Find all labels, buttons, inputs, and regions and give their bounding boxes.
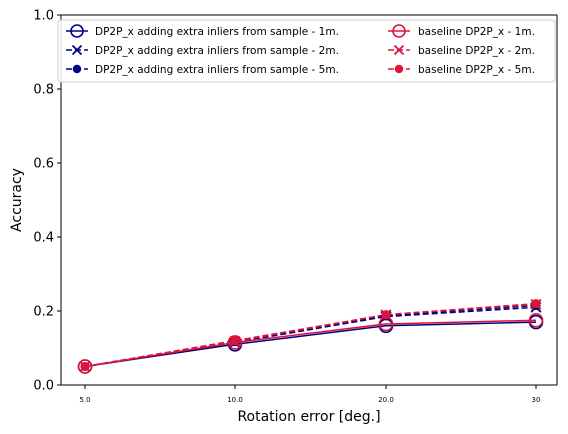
legend-label: DP2P_x adding extra inliers from sample … — [95, 45, 339, 57]
plot-frame — [60, 14, 558, 386]
legend-item: DP2P_x adding extra inliers from sample … — [66, 24, 339, 38]
legend-item: baseline DP2P_x - 1m. — [388, 24, 535, 38]
y-tick-label: 1.0 — [33, 9, 54, 24]
legend-item: baseline DP2P_x - 5m. — [388, 64, 535, 76]
data-point — [393, 44, 405, 56]
series-line — [80, 299, 541, 372]
x-tick-label: 10.0 — [227, 396, 243, 404]
y-axis-label: Accuracy — [9, 168, 25, 232]
data-point — [230, 336, 240, 346]
series-line — [79, 301, 542, 373]
series-path — [84, 306, 537, 368]
y-tick-label: 0.2 — [33, 305, 54, 320]
data-point — [77, 359, 93, 374]
data-point — [80, 361, 90, 372]
legend-item: DP2P_x adding extra inliers from sample … — [66, 64, 339, 76]
y-tick-label: 0.8 — [33, 83, 54, 98]
legend-label: baseline DP2P_x - 2m. — [418, 45, 535, 57]
legend-item: baseline DP2P_x - 2m. — [388, 44, 535, 57]
x-tick-label: 5.0 — [79, 396, 90, 404]
legend-label: DP2P_x adding extra inliers from sample … — [95, 64, 339, 76]
y-tick-label: 0.0 — [33, 379, 54, 394]
series-line — [77, 312, 544, 374]
series-line — [77, 314, 544, 374]
legend-label: baseline DP2P_x - 1m. — [418, 26, 535, 38]
series-layer — [77, 298, 544, 374]
legend-box — [57, 19, 556, 83]
series-path — [84, 302, 537, 368]
legend-label: baseline DP2P_x - 5m. — [418, 64, 535, 76]
x-tick-label: 30 — [532, 396, 541, 404]
y-axis: 0.0 0.2 0.4 0.6 0.8 1.0 — [33, 9, 61, 394]
data-point — [70, 24, 84, 38]
x-axis-label: Rotation error [deg.] — [237, 409, 380, 425]
series-path — [84, 321, 537, 368]
data-point — [381, 310, 391, 320]
series-path — [84, 304, 537, 368]
data-point — [528, 312, 544, 328]
x-axis: 5.0 10.0 20.0 30 — [79, 385, 540, 404]
data-point — [531, 299, 541, 309]
data-point — [392, 24, 406, 38]
data-point — [394, 64, 404, 74]
data-point — [72, 64, 82, 74]
legend: DP2P_x adding extra inliers from sample … — [57, 19, 556, 83]
data-point — [71, 44, 83, 56]
y-tick-label: 0.4 — [33, 231, 54, 246]
legend-item: DP2P_x adding extra inliers from sample … — [66, 44, 339, 57]
y-tick-label: 0.6 — [33, 157, 54, 172]
x-tick-label: 20.0 — [378, 396, 394, 404]
legend-label: DP2P_x adding extra inliers from sample … — [95, 26, 339, 38]
